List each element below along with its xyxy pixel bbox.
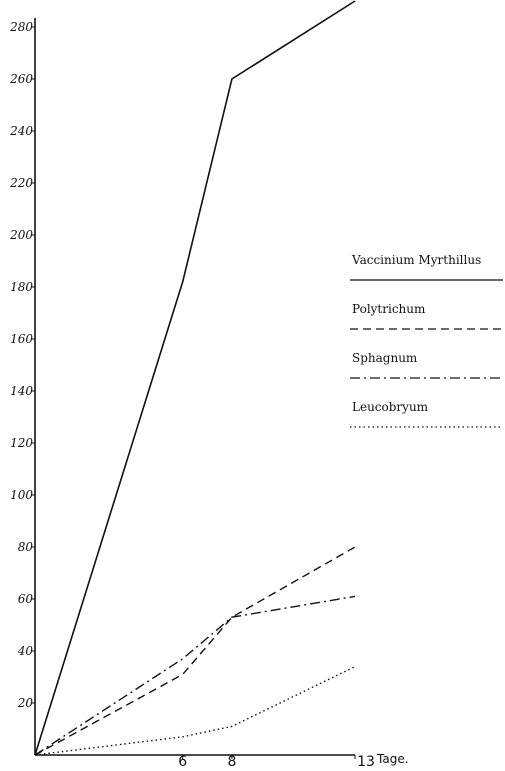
axes xyxy=(34,18,355,756)
y-tick-label: 40 xyxy=(17,644,34,658)
legend-label: Leucobryum xyxy=(352,400,429,414)
series-lines xyxy=(34,0,356,756)
y-tick-label: 140 xyxy=(10,384,33,398)
y-tick-label: 280 xyxy=(9,20,33,34)
y-tick-label: 60 xyxy=(18,592,34,606)
x-axis-unit-label: Tage. xyxy=(376,752,409,766)
y-ticks: 20 40 60 80 100 120 140 160 180 200 220 240 260 280 xyxy=(9,20,35,710)
y-tick-label: 240 xyxy=(9,124,33,138)
x-ticks: 6 8 13 xyxy=(178,754,375,770)
y-tick-label: 120 xyxy=(10,436,33,450)
x-tick-label: 13 xyxy=(357,754,375,770)
series-line-polytrichum xyxy=(34,546,356,756)
series-line-leucobryum xyxy=(34,665,356,756)
legend: Vaccinium Myrthillus Polytrichum Sphagnum L… xyxy=(350,253,503,428)
legend-label: Polytrichum xyxy=(352,302,426,316)
y-tick-label: 80 xyxy=(18,540,34,554)
series-line-sphagnum xyxy=(34,595,356,756)
x-tick-label: 8 xyxy=(227,754,236,770)
legend-label: Vaccinium Myrthillus xyxy=(351,253,481,267)
y-tick-label: 100 xyxy=(10,488,33,502)
y-tick-label: 20 xyxy=(17,696,34,710)
x-tick-label: 6 xyxy=(178,754,187,770)
y-tick-label: 220 xyxy=(9,176,33,190)
legend-label: Sphagnum xyxy=(352,351,418,365)
series-line-vaccinium-myrthillus xyxy=(34,0,356,756)
y-tick-label: 160 xyxy=(10,332,33,346)
y-tick-label: 180 xyxy=(10,280,33,294)
y-tick-label: 200 xyxy=(9,228,33,242)
y-tick-label: 260 xyxy=(9,72,33,86)
